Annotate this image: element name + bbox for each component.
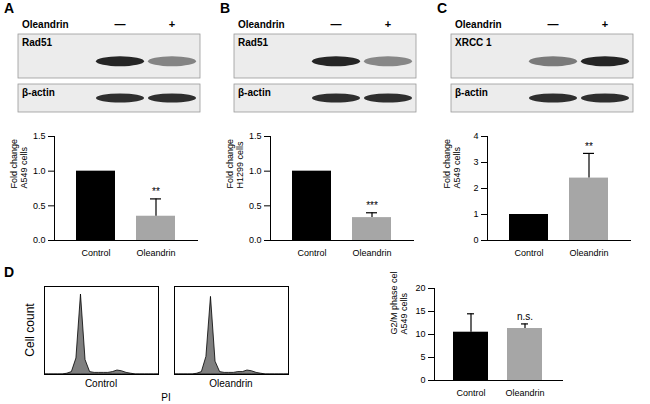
- svg-text:20: 20: [415, 283, 425, 293]
- svg-text:β-actin: β-actin: [455, 87, 488, 98]
- svg-text:β-actin: β-actin: [238, 87, 271, 98]
- svg-text:1.0: 1.0: [249, 166, 262, 176]
- svg-text:**: **: [585, 141, 593, 152]
- svg-text:G2/M phase cells (%)A549 cells: G2/M phase cells (%)A549 cells: [389, 272, 409, 335]
- svg-text:1.5: 1.5: [33, 131, 46, 141]
- svg-text:2: 2: [473, 183, 478, 193]
- svg-text:β-actin: β-actin: [22, 87, 55, 98]
- svg-text:5: 5: [420, 352, 425, 362]
- svg-text:1.5: 1.5: [249, 131, 262, 141]
- svg-text:0: 0: [473, 235, 478, 245]
- svg-text:Rad51: Rad51: [22, 37, 52, 48]
- html-text:B: B: [220, 0, 231, 16]
- svg-text:0: 0: [420, 375, 425, 385]
- html-text:PI: PI: [161, 392, 171, 403]
- html-text:D: D: [4, 264, 15, 280]
- svg-text:0.5: 0.5: [33, 201, 46, 211]
- svg-text:Control: Control: [456, 388, 485, 398]
- html-text:Control: Control: [84, 378, 118, 389]
- svg-text:Fold changeA549 cells: Fold changeA549 cells: [442, 139, 462, 189]
- svg-text:+: +: [169, 18, 175, 30]
- svg-text:4: 4: [473, 131, 478, 141]
- svg-text:15: 15: [415, 306, 425, 316]
- svg-text:**: **: [152, 186, 160, 197]
- svg-text:Fold changeA549 cells: Fold changeA549 cells: [9, 139, 29, 189]
- svg-text:Control: Control: [81, 248, 110, 258]
- svg-text:—: —: [115, 18, 126, 30]
- svg-text:—: —: [331, 18, 342, 30]
- svg-text:Control: Control: [514, 248, 543, 258]
- svg-text:Oleandrin: Oleandrin: [455, 19, 502, 30]
- svg-text:0.0: 0.0: [33, 235, 46, 245]
- svg-text:Oleandrin: Oleandrin: [238, 19, 285, 30]
- svg-text:Fold changeH1299 cells: Fold changeH1299 cells: [225, 139, 245, 189]
- svg-text:+: +: [385, 18, 391, 30]
- svg-text:10: 10: [415, 329, 425, 339]
- html-text:Oleandrin: Oleandrin: [209, 378, 253, 389]
- svg-text:3: 3: [473, 157, 478, 167]
- html-text:C: C: [437, 0, 448, 16]
- svg-text:Oleandrin: Oleandrin: [136, 248, 175, 258]
- svg-text:Control: Control: [297, 248, 326, 258]
- svg-text:—: —: [548, 18, 559, 30]
- svg-text:XRCC 1: XRCC 1: [455, 37, 492, 48]
- svg-text:+: +: [602, 18, 608, 30]
- svg-text:1.0: 1.0: [33, 166, 46, 176]
- svg-text:0.5: 0.5: [249, 201, 262, 211]
- svg-text:Oleandrin: Oleandrin: [569, 248, 608, 258]
- svg-text:1: 1: [473, 209, 478, 219]
- svg-text:***: ***: [366, 200, 378, 211]
- svg-text:n.s.: n.s.: [517, 311, 533, 322]
- svg-text:Oleandrin: Oleandrin: [22, 19, 69, 30]
- html-text:A: A: [4, 0, 15, 16]
- svg-text:0.0: 0.0: [249, 235, 262, 245]
- svg-text:Rad51: Rad51: [238, 37, 268, 48]
- html-text:Cell count: Cell count: [23, 303, 37, 357]
- svg-text:Oleandrin: Oleandrin: [352, 248, 391, 258]
- svg-text:Oleandrin: Oleandrin: [505, 388, 544, 398]
